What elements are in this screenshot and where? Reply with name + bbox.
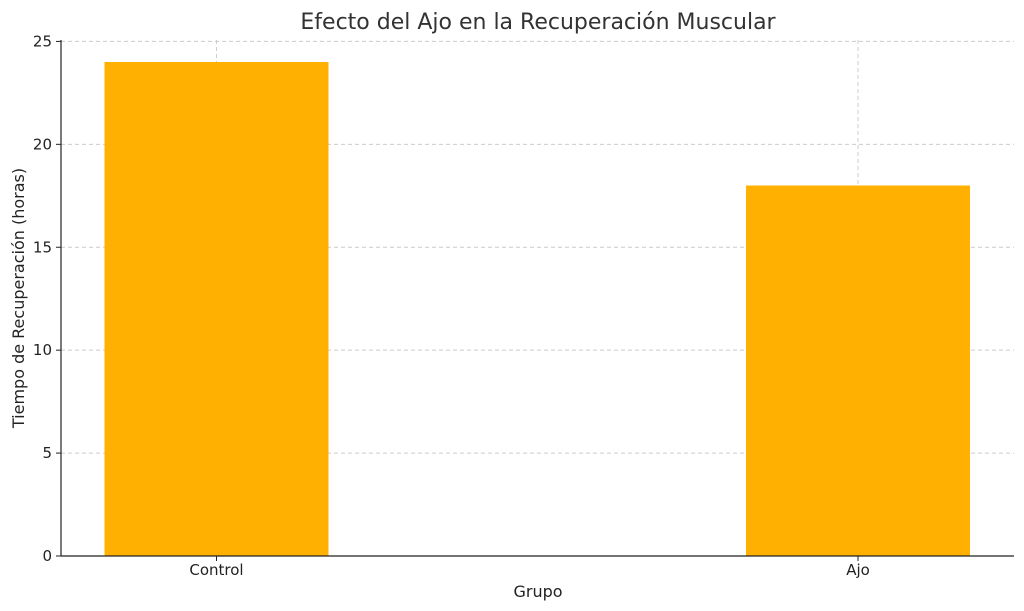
bars [104, 62, 970, 556]
y-axis-label: Tiempo de Recuperación (horas) [9, 168, 28, 429]
chart-title: Efecto del Ajo en la Recuperación Muscul… [300, 10, 776, 35]
bar-control [104, 62, 329, 556]
x-tick-label-ajo: Ajo [846, 561, 870, 579]
x-ticks: Control Ajo [189, 556, 870, 579]
y-ticks: 0 5 10 15 20 25 [33, 32, 61, 565]
y-tick-label: 0 [42, 547, 52, 565]
y-tick-label: 20 [33, 135, 52, 153]
y-tick-label: 15 [33, 238, 52, 256]
y-tick-label: 25 [33, 32, 52, 50]
y-tick-label: 5 [42, 444, 52, 462]
x-tick-label-control: Control [189, 561, 243, 579]
x-axis-label: Grupo [513, 582, 562, 601]
y-tick-label: 10 [33, 341, 52, 359]
axes [60, 40, 1014, 557]
bar-ajo [746, 185, 970, 556]
